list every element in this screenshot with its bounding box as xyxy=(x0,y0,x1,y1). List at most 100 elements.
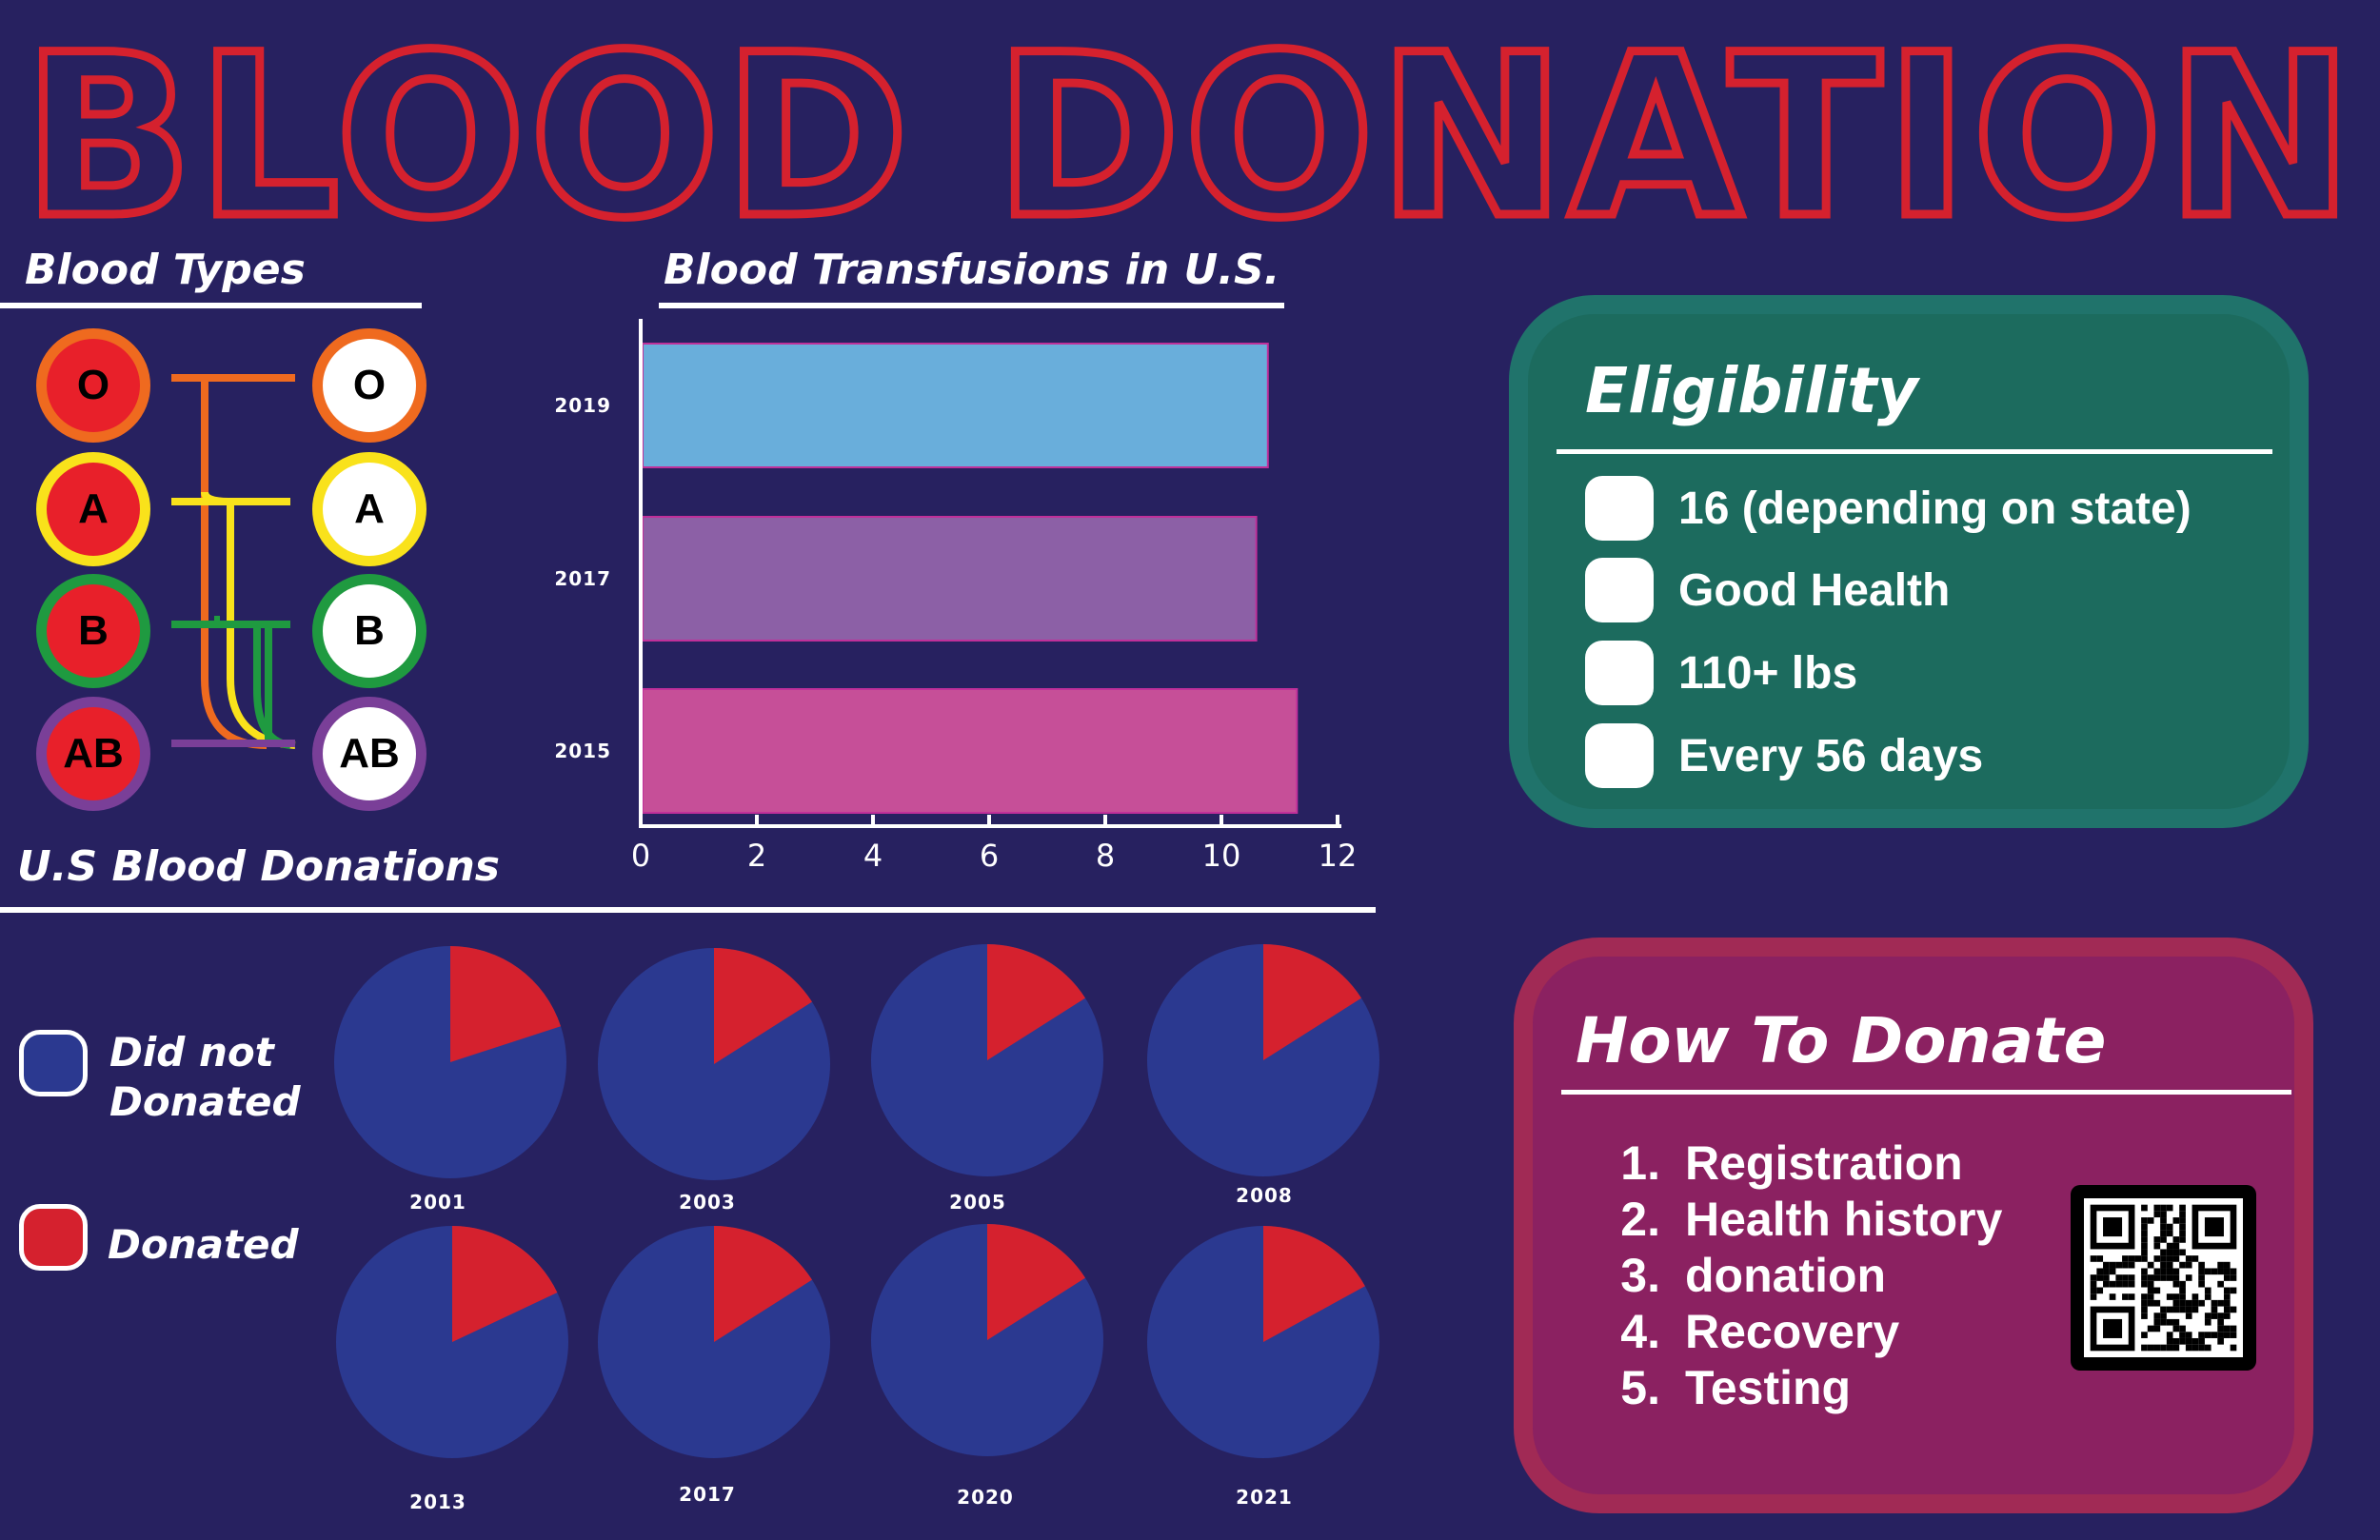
eligibility-item-label: Every 56 days xyxy=(1678,730,1984,781)
transfusions-bar-chart: 2019 2017 2015 0 2 4 6 8 10 12 xyxy=(554,319,1357,874)
bar-category-label: 2019 xyxy=(554,394,611,417)
donations-rule xyxy=(0,907,1376,913)
pie-slice-donated xyxy=(987,1224,1086,1340)
blood-types-heading: Blood Types xyxy=(25,246,306,294)
x-tick-label: 6 xyxy=(980,838,999,874)
transfusions-rule xyxy=(659,303,1284,308)
pie-year-label: 2003 xyxy=(679,1191,736,1214)
pie-2017 xyxy=(598,1226,830,1458)
step-label: Health history xyxy=(1685,1193,2003,1246)
bar-category-label: 2017 xyxy=(554,567,611,590)
qr-code-pattern xyxy=(2084,1198,2243,1357)
pie-2020 xyxy=(871,1224,1103,1456)
donor-type-ab: AB xyxy=(36,697,150,811)
step-label: donation xyxy=(1685,1249,1887,1302)
eligibility-item[interactable]: Every 56 days xyxy=(1585,723,1983,788)
recipient-type-label: A xyxy=(354,485,385,532)
recipient-type-o: O xyxy=(312,328,426,443)
x-tick-label: 4 xyxy=(863,838,883,874)
x-tick-label: 10 xyxy=(1202,838,1241,874)
eligibility-item-label: 110+ lbs xyxy=(1678,647,1858,699)
donation-step: 5. Testing xyxy=(1590,1360,1851,1415)
legend-did-not-donate-label: Did not Donated xyxy=(109,1029,301,1125)
donor-type-label: B xyxy=(78,607,109,654)
checkbox[interactable] xyxy=(1585,723,1654,788)
x-tick-label: 8 xyxy=(1096,838,1115,874)
x-tick-label: 2 xyxy=(747,838,766,874)
pie-year-label: 2008 xyxy=(1236,1184,1293,1207)
step-number: 4. xyxy=(1620,1305,1660,1358)
pie-year-label: 2001 xyxy=(409,1191,466,1214)
pie-year-label: 2020 xyxy=(957,1486,1014,1509)
legend-donated-swatch xyxy=(19,1204,88,1271)
pie-slice-donated xyxy=(714,948,813,1064)
pie-slice-donated xyxy=(452,1226,558,1342)
pie-year-label: 2013 xyxy=(409,1491,466,1513)
legend-donated-label: Donated xyxy=(108,1221,299,1268)
compatibility-lines xyxy=(171,374,296,749)
bar-category-label: 2015 xyxy=(554,740,611,762)
pie-2001 xyxy=(334,946,566,1178)
checkbox[interactable] xyxy=(1585,476,1654,541)
how-to-donate-panel: How To Donate 1. Registration 2. Health his… xyxy=(1514,938,2313,1513)
eligibility-rule xyxy=(1557,449,2272,454)
how-to-donate-title: How To Donate xyxy=(1576,1004,2107,1077)
eligibility-item-label: 16 (depending on state) xyxy=(1678,483,2192,534)
donor-type-a: A xyxy=(36,452,150,566)
pie-2003 xyxy=(598,948,830,1180)
eligibility-item[interactable]: Good Health xyxy=(1585,558,1950,622)
eligibility-item-label: Good Health xyxy=(1678,564,1951,616)
donor-type-label: AB xyxy=(63,730,124,777)
bar-2019 xyxy=(642,343,1269,468)
donation-step: 2. Health history xyxy=(1590,1192,2002,1247)
step-number: 1. xyxy=(1620,1136,1660,1190)
pie-2013 xyxy=(336,1226,568,1458)
title-text: BLOOD DONATION xyxy=(23,8,2357,267)
pie-slice-donated xyxy=(714,1226,813,1342)
donor-type-label: O xyxy=(76,362,110,408)
recipient-type-label: O xyxy=(352,362,387,408)
donation-step: 4. Recovery xyxy=(1590,1304,1899,1359)
step-number: 5. xyxy=(1620,1361,1660,1414)
pie-2005 xyxy=(871,944,1103,1176)
recipient-type-label: B xyxy=(354,607,385,654)
eligibility-title: Eligibility xyxy=(1585,354,1918,427)
x-tick-label: 0 xyxy=(631,838,650,874)
pie-year-label: 2017 xyxy=(679,1483,736,1506)
pie-2021 xyxy=(1147,1226,1379,1458)
step-label: Registration xyxy=(1685,1136,1963,1190)
qr-code[interactable] xyxy=(2071,1185,2256,1371)
pie-slice-donated xyxy=(987,944,1086,1060)
transfusions-heading: Blood Transfusions in U.S. xyxy=(664,246,1280,294)
page-title: BLOOD DONATION xyxy=(18,4,2357,272)
eligibility-item[interactable]: 16 (depending on state) xyxy=(1585,476,2192,541)
pie-slice-donated xyxy=(1263,944,1362,1060)
eligibility-panel: Eligibility 16 (depending on state) Good … xyxy=(1509,295,2309,828)
how-to-donate-rule xyxy=(1561,1090,2291,1095)
bar-2015 xyxy=(642,688,1299,814)
donation-pie-charts xyxy=(334,944,1379,1458)
donor-type-b: B xyxy=(36,574,150,688)
donor-type-label: A xyxy=(78,485,109,532)
pie-slice-donated xyxy=(450,946,562,1062)
eligibility-item[interactable]: 110+ lbs xyxy=(1585,641,1857,705)
blood-types-rule xyxy=(0,303,422,308)
step-number: 3. xyxy=(1620,1249,1660,1302)
pie-year-label: 2021 xyxy=(1236,1486,1293,1509)
pie-slice-donated xyxy=(1263,1226,1365,1342)
step-label: Recovery xyxy=(1685,1305,1900,1358)
recipient-type-label: AB xyxy=(339,730,400,777)
recipient-type-b: B xyxy=(312,574,426,688)
donor-type-o: O xyxy=(36,328,150,443)
checkbox[interactable] xyxy=(1585,558,1654,622)
donations-heading: U.S Blood Donations xyxy=(17,842,500,891)
bar-2017 xyxy=(642,516,1258,642)
recipient-type-ab: AB xyxy=(312,697,426,811)
donation-step: 1. Registration xyxy=(1590,1135,1963,1191)
step-number: 2. xyxy=(1620,1193,1660,1246)
pie-year-label: 2005 xyxy=(949,1191,1006,1214)
checkbox[interactable] xyxy=(1585,641,1654,705)
step-label: Testing xyxy=(1685,1361,1852,1414)
donation-step: 3. donation xyxy=(1590,1248,1886,1303)
legend-did-not-donate-swatch xyxy=(19,1030,88,1096)
